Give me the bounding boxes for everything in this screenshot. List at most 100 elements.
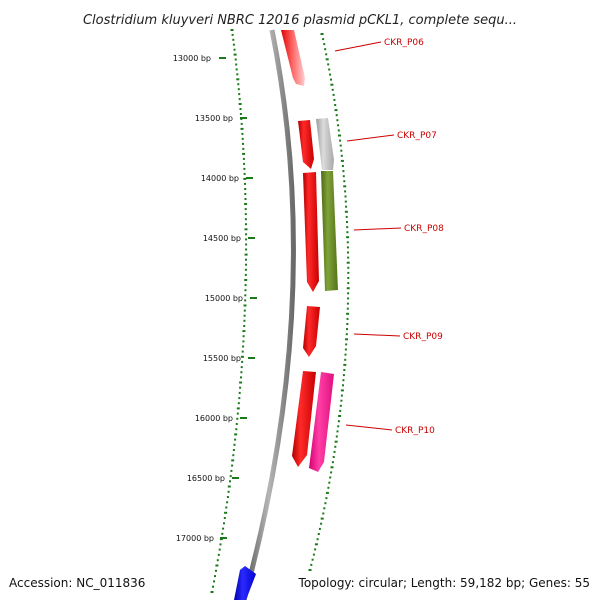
gc-dot-outer — [337, 124, 340, 127]
gc-dot-inner — [238, 397, 241, 400]
gc-dot-inner — [233, 443, 236, 446]
scale-label: 17000 bp — [176, 534, 214, 543]
scale-label: 14000 bp — [201, 174, 239, 183]
gc-dot-inner — [230, 29, 234, 31]
feature-arrow-ckr-p10[interactable] — [309, 372, 334, 472]
gc-dot-outer — [340, 399, 343, 402]
gc-dot-outer — [339, 139, 342, 142]
gc-dot-inner — [235, 428, 238, 431]
gc-dot-outer — [343, 185, 347, 188]
gc-dot-inner — [240, 376, 242, 379]
plasmid-backbone — [241, 29, 296, 600]
gene-arrow-p10-inner[interactable] — [292, 371, 316, 467]
gene-arrow-reverse-blue[interactable] — [234, 566, 256, 600]
gc-dot-inner — [235, 63, 238, 66]
gene-arrow-p08-inner[interactable] — [303, 172, 319, 292]
gc-dot-outer — [330, 83, 334, 86]
connector-ckr-p10 — [345, 424, 393, 431]
gc-dot-outer — [328, 481, 331, 484]
gc-dot-inner — [235, 68, 238, 71]
gc-dot-inner — [225, 506, 228, 509]
gc-dot-inner — [241, 137, 244, 140]
connector-ckr-p08 — [353, 227, 402, 231]
gc-dot-outer — [347, 292, 350, 295]
gc-dot-inner — [240, 122, 243, 125]
gc-dot-outer — [346, 307, 349, 310]
gc-dot-outer — [345, 215, 348, 218]
gc-dot-inner — [244, 253, 248, 256]
gc-dot-inner — [243, 314, 246, 317]
gc-dot-outer — [324, 502, 327, 505]
gc-dot-inner — [244, 182, 246, 185]
gc-dot-outer — [344, 190, 347, 193]
gc-dot-inner — [236, 417, 239, 420]
gc-dot-inner — [244, 203, 248, 205]
gc-dot-outer — [334, 104, 337, 106]
gc-dot-outer — [346, 261, 350, 264]
gc-dot-inner — [240, 127, 244, 130]
gc-dot-inner — [243, 319, 246, 322]
gene-arrow-ckr-p06[interactable] — [281, 30, 305, 86]
gene-arrow-p07-inner[interactable] — [298, 120, 314, 169]
gc-dot-outer — [330, 466, 334, 469]
gc-dot-inner — [233, 48, 236, 51]
gc-dot-outer — [340, 394, 343, 397]
connector-ckr-p07 — [346, 134, 395, 142]
gc-dot-outer — [339, 409, 342, 412]
gc-dot-outer — [338, 134, 341, 137]
gc-dot-inner — [245, 263, 247, 266]
gc-dot-inner — [245, 243, 248, 246]
gc-dot-inner — [229, 480, 231, 483]
gc-dot-outer — [340, 159, 344, 162]
gc-dot-inner — [236, 73, 239, 76]
accession-text: Accession: NC_011836 — [9, 576, 146, 590]
gc-dot-outer — [346, 226, 349, 229]
gene-arrow-p09-inner[interactable] — [303, 306, 320, 357]
gc-dot-outer — [339, 404, 342, 407]
gc-dot-inner — [242, 147, 245, 150]
gc-dot-outer — [343, 369, 346, 371]
gc-dot-outer — [333, 450, 336, 453]
gc-dot-inner — [231, 464, 234, 467]
gene-label-ckr-p07[interactable]: CKR_P07 — [397, 131, 437, 141]
gene-label-ckr-p06[interactable]: CKR_P06 — [384, 38, 424, 48]
scale-label: 16500 bp — [187, 474, 225, 483]
gc-dot-outer — [344, 200, 347, 203]
gc-dot-inner — [229, 475, 232, 478]
gc-dot-inner — [244, 188, 247, 190]
gc-dot-outer — [345, 343, 348, 346]
gc-dot-inner — [239, 108, 242, 110]
gc-dot-inner — [244, 284, 247, 287]
gc-dot-outer — [339, 144, 342, 147]
gc-dot-inner — [242, 340, 245, 343]
gene-label-ckr-p10[interactable]: CKR_P10 — [395, 426, 435, 436]
gc-dot-outer — [346, 231, 349, 234]
scale-label: 14500 bp — [203, 234, 241, 243]
gc-dot-outer — [340, 149, 343, 152]
gc-dot-inner — [245, 223, 247, 226]
gc-dot-outer — [346, 236, 350, 239]
gene-label-ckr-p08[interactable]: CKR_P08 — [404, 224, 444, 234]
gc-dot-inner — [244, 289, 247, 292]
gc-dot-outer — [327, 486, 330, 489]
gc-dot-outer — [346, 241, 349, 244]
gc-dot-outer — [346, 317, 349, 320]
gc-dot-outer — [342, 379, 345, 382]
feature-arrow-ckr-p07[interactable] — [316, 118, 334, 170]
gc-dot-outer — [347, 282, 350, 285]
gc-dot-inner — [243, 177, 247, 180]
gc-dot-outer — [308, 569, 312, 571]
gc-dot-outer — [344, 353, 347, 356]
gc-dot-inner — [243, 167, 246, 170]
gc-dot-inner — [242, 345, 245, 348]
gc-dot-outer — [333, 98, 336, 101]
scale-ruler: 13000 bp 13500 bp 14000 bp 14500 bp 1500… — [173, 54, 257, 543]
gc-dot-outer — [330, 78, 332, 81]
gc-dot-inner — [232, 454, 235, 457]
gene-label-ckr-p09[interactable]: CKR_P09 — [403, 332, 443, 342]
feature-arrow-ckr-p08[interactable] — [321, 171, 338, 291]
gc-dot-outer — [346, 302, 349, 305]
scale-label: 15000 bp — [205, 294, 243, 303]
gc-dot-inner — [243, 172, 246, 175]
gc-dot-outer — [347, 277, 350, 279]
